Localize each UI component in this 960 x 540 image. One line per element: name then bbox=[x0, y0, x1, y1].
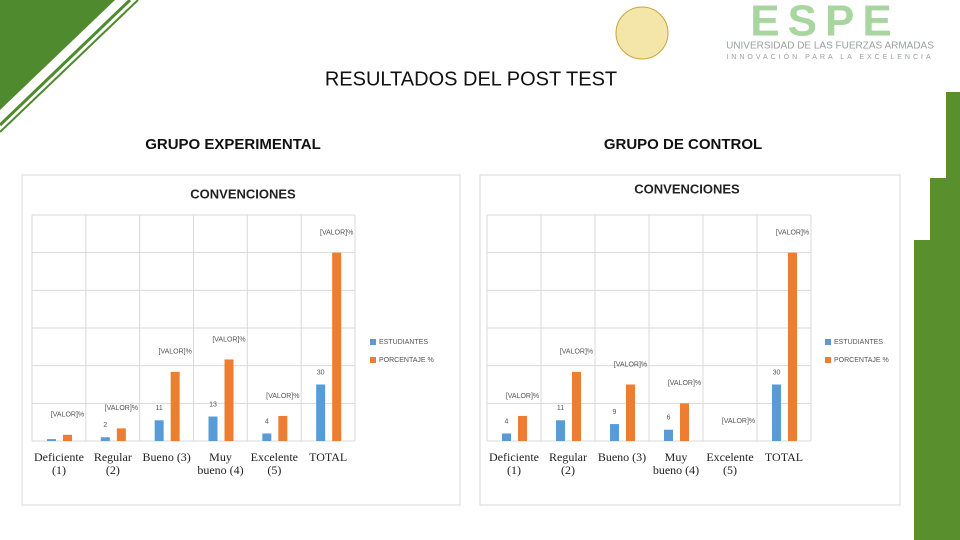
bar bbox=[556, 420, 565, 441]
bar bbox=[170, 371, 180, 441]
data-label: [VALOR]% bbox=[722, 418, 755, 425]
bar bbox=[278, 415, 288, 441]
chart-title: CONVENCIONES bbox=[634, 181, 740, 196]
x-tick-label: Deficiente (1) bbox=[34, 450, 84, 477]
data-label: 2 bbox=[103, 422, 107, 429]
x-tick-label: Muy bueno (4) bbox=[652, 450, 700, 477]
x-tick-label: Excelente (5) bbox=[706, 450, 754, 477]
legend-label: ESTUDIANTES bbox=[834, 339, 883, 346]
side-bar bbox=[914, 240, 930, 540]
bar bbox=[664, 429, 673, 441]
x-tick-label: Regular (2) bbox=[549, 450, 587, 477]
bar bbox=[332, 252, 342, 441]
corner-decoration bbox=[0, 0, 115, 110]
bar bbox=[100, 437, 110, 441]
corner-stripe bbox=[0, 0, 132, 127]
slide-title: RESULTADOS DEL POST TEST bbox=[325, 68, 617, 90]
bar bbox=[63, 434, 72, 441]
data-label: 9 bbox=[613, 409, 617, 416]
data-label: [VALOR]% bbox=[51, 412, 84, 419]
data-label: [VALOR]% bbox=[776, 230, 809, 237]
data-label: 30 bbox=[773, 369, 781, 376]
bar bbox=[518, 415, 527, 441]
legend-swatch bbox=[370, 339, 376, 345]
logo-emblem bbox=[615, 6, 669, 60]
x-tick-label: Deficiente (1) bbox=[489, 450, 539, 477]
legend-label: PORCENTAJE % bbox=[834, 357, 889, 364]
data-label: [VALOR]% bbox=[320, 230, 353, 237]
bar bbox=[208, 416, 218, 441]
data-label: [VALOR]% bbox=[614, 361, 647, 368]
data-label: 6 bbox=[667, 415, 671, 422]
data-label: [VALOR]% bbox=[266, 393, 299, 400]
x-tick-label: TOTAL bbox=[764, 450, 804, 464]
bar bbox=[502, 433, 511, 441]
side-bar bbox=[930, 178, 946, 540]
x-tick-label: Excelente (5) bbox=[250, 450, 298, 477]
bar bbox=[116, 428, 126, 441]
motto: INNOVACIÓN PARA LA EXCELENCIA bbox=[726, 52, 933, 61]
bar bbox=[772, 384, 781, 441]
bar bbox=[572, 371, 581, 441]
bar bbox=[788, 252, 797, 441]
chart-frame bbox=[21, 174, 461, 506]
side-bar bbox=[946, 92, 960, 540]
data-label: [VALOR]% bbox=[506, 393, 539, 400]
chart-frame bbox=[479, 174, 901, 506]
data-label: 4 bbox=[265, 418, 269, 425]
data-label: 30 bbox=[317, 369, 325, 376]
data-label: 13 bbox=[209, 401, 217, 408]
x-tick-label: Bueno (3) bbox=[597, 450, 647, 464]
data-label: 11 bbox=[557, 405, 564, 412]
data-label: [VALOR]% bbox=[560, 349, 593, 356]
group-title: GRUPO EXPERIMENTAL bbox=[145, 136, 321, 153]
group-title: GRUPO DE CONTROL bbox=[604, 136, 762, 153]
data-label: 4 bbox=[505, 418, 509, 425]
bar bbox=[626, 384, 635, 441]
bar bbox=[262, 433, 272, 441]
legend-label: ESTUDIANTES bbox=[379, 339, 428, 346]
x-tick-label: TOTAL bbox=[309, 450, 348, 464]
x-tick-label: Muy bueno (4) bbox=[197, 450, 244, 477]
corner-stripe bbox=[0, 0, 139, 133]
bar bbox=[610, 424, 619, 441]
bar bbox=[154, 420, 164, 441]
data-label: 11 bbox=[156, 405, 163, 412]
legend-swatch bbox=[825, 339, 831, 345]
data-label: [VALOR]% bbox=[668, 380, 701, 387]
bar bbox=[47, 439, 56, 441]
university-name: UNIVERSIDAD DE LAS FUERZAS ARMADAS bbox=[726, 41, 934, 52]
x-tick-label: Regular (2) bbox=[93, 450, 132, 477]
x-tick-label: Bueno (3) bbox=[142, 450, 191, 464]
chart-title: CONVENCIONES bbox=[190, 186, 296, 201]
data-label: [VALOR]% bbox=[212, 336, 245, 343]
bar bbox=[224, 359, 234, 441]
data-label: [VALOR]% bbox=[105, 405, 138, 412]
legend-swatch bbox=[825, 357, 831, 363]
data-label: [VALOR]% bbox=[159, 349, 192, 356]
legend-label: PORCENTAJE % bbox=[379, 357, 434, 364]
bar bbox=[680, 403, 689, 441]
bar bbox=[316, 384, 326, 441]
legend-swatch bbox=[370, 357, 376, 363]
logo-text: ESPE bbox=[750, 0, 899, 46]
